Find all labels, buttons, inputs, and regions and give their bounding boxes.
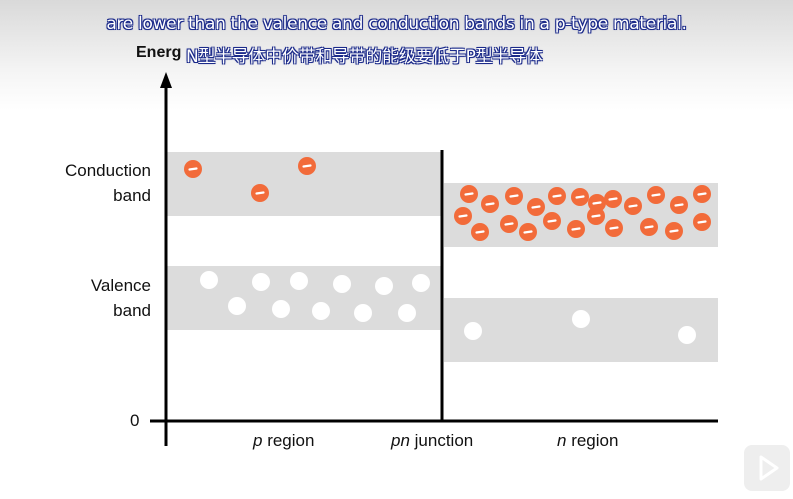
holes-group: [200, 271, 696, 344]
electron: [471, 223, 489, 241]
hole: [354, 304, 372, 322]
hole: [678, 326, 696, 344]
hole: [464, 322, 482, 340]
n-valence-band: [444, 298, 718, 362]
electron: [665, 222, 683, 240]
hole: [272, 300, 290, 318]
hole: [333, 275, 351, 293]
y-axis-arrow: [160, 72, 172, 88]
electron: [548, 187, 566, 205]
electron: [670, 196, 688, 214]
hole: [252, 273, 270, 291]
hole: [312, 302, 330, 320]
electron: [587, 207, 605, 225]
zero-tick-label: 0: [130, 411, 140, 430]
electron: [505, 187, 523, 205]
electron: [298, 157, 316, 175]
play-icon: [759, 455, 779, 481]
pn-junction-label: pn junction: [391, 431, 474, 450]
electron: [460, 185, 478, 203]
electron: [624, 197, 642, 215]
electron: [604, 190, 622, 208]
electron: [500, 215, 518, 233]
electron: [184, 160, 202, 178]
hole: [228, 297, 246, 315]
electron: [693, 185, 711, 203]
hole: [290, 272, 308, 290]
electron: [454, 207, 472, 225]
electrons-group: [184, 157, 711, 241]
electron: [251, 184, 269, 202]
electron: [543, 212, 561, 230]
conduction-band-label: Conduction band: [64, 161, 151, 205]
hole: [412, 274, 430, 292]
electron: [588, 194, 606, 212]
electron: [571, 188, 589, 206]
electron: [693, 213, 711, 231]
n-region-label: n region: [557, 431, 619, 450]
electron: [647, 186, 665, 204]
hole: [572, 310, 590, 328]
hole: [375, 277, 393, 295]
p-region-label: p region: [253, 431, 315, 450]
electron: [640, 218, 658, 236]
subtitle-english: are lower than the valence and conductio…: [106, 14, 687, 34]
valence-band-label: Valence band: [90, 276, 151, 320]
electron: [519, 223, 537, 241]
electron: [567, 220, 585, 238]
hole: [398, 304, 416, 322]
y-axis-label: Energ: [136, 44, 182, 61]
electron: [605, 219, 623, 237]
electron: [481, 195, 499, 213]
subtitle-chinese: N型半导体中价带和导带的能级要低于P型半导体: [186, 47, 543, 67]
electron: [527, 198, 545, 216]
play-button[interactable]: [744, 445, 790, 491]
hole: [200, 271, 218, 289]
